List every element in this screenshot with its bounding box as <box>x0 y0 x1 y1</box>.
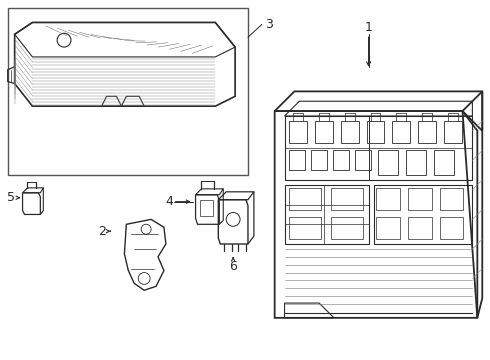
Text: 6: 6 <box>229 260 237 273</box>
Text: 2: 2 <box>98 225 105 238</box>
Text: 5: 5 <box>7 191 15 204</box>
Text: 1: 1 <box>365 21 372 34</box>
Text: 4: 4 <box>165 195 173 208</box>
Text: 3: 3 <box>265 18 272 31</box>
